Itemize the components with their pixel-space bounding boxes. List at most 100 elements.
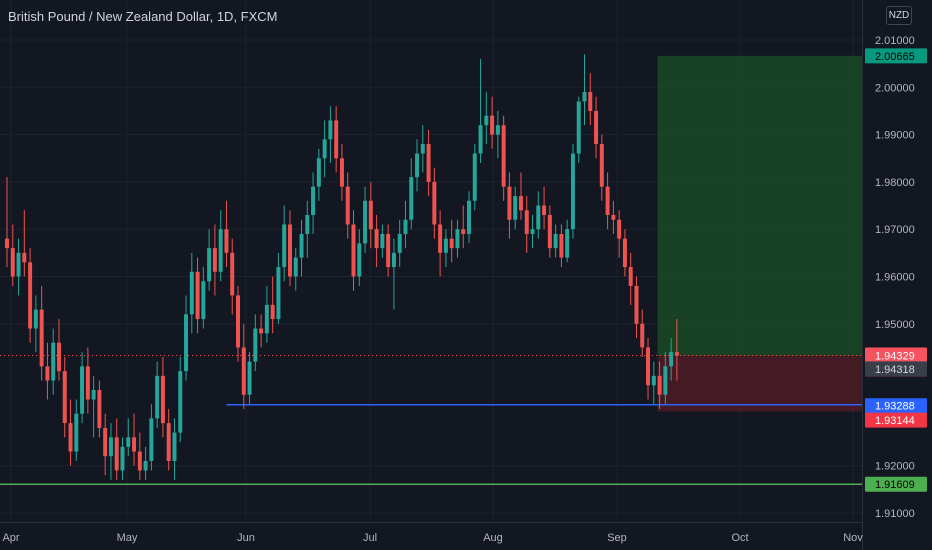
candle-body[interactable] — [582, 92, 587, 102]
candle-body[interactable] — [5, 238, 9, 249]
candle-body[interactable] — [339, 158, 344, 187]
candle-body[interactable] — [588, 92, 593, 111]
candle-body[interactable] — [420, 144, 425, 154]
candle-body[interactable] — [33, 309, 38, 329]
candle-body[interactable] — [16, 252, 21, 277]
candle-body[interactable] — [530, 229, 535, 234]
candle-body[interactable] — [253, 328, 258, 362]
candle-body[interactable] — [403, 219, 408, 234]
candle-body[interactable] — [501, 125, 506, 187]
candle-body[interactable] — [259, 328, 264, 334]
candle-body[interactable] — [103, 427, 108, 457]
candle-body[interactable] — [299, 233, 304, 258]
candle-body[interactable] — [455, 229, 460, 249]
candle-body[interactable] — [490, 115, 495, 135]
candle-body[interactable] — [438, 224, 443, 253]
candle-body[interactable] — [570, 153, 575, 230]
candle-body[interactable] — [449, 238, 454, 249]
candle-body[interactable] — [160, 375, 165, 424]
candle-body[interactable] — [374, 229, 379, 249]
candle-body[interactable] — [345, 186, 350, 225]
candle-body[interactable] — [553, 233, 558, 249]
candle-body[interactable] — [91, 390, 96, 400]
candle-body[interactable] — [484, 115, 489, 126]
candle-body[interactable] — [357, 243, 362, 277]
candle-body[interactable] — [472, 153, 477, 201]
candle-body[interactable] — [467, 200, 471, 234]
candle-body[interactable] — [74, 413, 79, 452]
candle-body[interactable] — [391, 252, 396, 268]
candle-body[interactable] — [334, 120, 339, 159]
candle-body[interactable] — [622, 238, 627, 268]
candle-body[interactable] — [178, 371, 183, 433]
candle-body[interactable] — [559, 233, 564, 258]
candle-body[interactable] — [478, 125, 483, 154]
candle-body[interactable] — [513, 196, 518, 220]
candle-body[interactable] — [149, 418, 154, 461]
candle-body[interactable] — [120, 446, 125, 471]
candle-body[interactable] — [409, 177, 414, 220]
candle-body[interactable] — [311, 186, 316, 216]
candle-body[interactable] — [56, 342, 61, 372]
candle-body[interactable] — [322, 139, 327, 159]
candle-body[interactable] — [137, 451, 142, 471]
candle-body[interactable] — [507, 186, 512, 220]
candle-body[interactable] — [45, 366, 50, 381]
candle-body[interactable] — [368, 200, 373, 230]
candle-body[interactable] — [576, 101, 581, 154]
candle-body[interactable] — [68, 423, 73, 452]
candle-body[interactable] — [536, 205, 541, 230]
stop-loss-zone[interactable] — [657, 356, 862, 412]
candle-body[interactable] — [443, 238, 448, 253]
candle-body[interactable] — [195, 271, 200, 320]
candle-body[interactable] — [426, 144, 431, 182]
candle-body[interactable] — [565, 229, 570, 258]
candle-body[interactable] — [363, 200, 368, 244]
candle-body[interactable] — [628, 267, 633, 286]
candle-body[interactable] — [351, 224, 356, 277]
candle-body[interactable] — [380, 233, 385, 249]
candle-body[interactable] — [172, 432, 177, 461]
candle-body[interactable] — [657, 375, 662, 395]
candle-body[interactable] — [328, 120, 333, 140]
candle-body[interactable] — [640, 323, 645, 348]
candle-body[interactable] — [524, 210, 529, 234]
candle-body[interactable] — [143, 460, 148, 471]
candle-body[interactable] — [669, 352, 674, 367]
candle-body[interactable] — [230, 252, 235, 296]
candle-body[interactable] — [518, 196, 523, 211]
candle-body[interactable] — [397, 233, 402, 253]
candle-body[interactable] — [270, 304, 275, 320]
candle-body[interactable] — [85, 366, 90, 400]
candle-body[interactable] — [674, 352, 679, 356]
candle-body[interactable] — [634, 285, 639, 324]
candle-body[interactable] — [247, 361, 252, 395]
candle-body[interactable] — [432, 181, 437, 225]
currency-button[interactable]: NZD — [886, 6, 912, 25]
candle-body[interactable] — [207, 248, 212, 282]
candle-body[interactable] — [132, 437, 137, 452]
candle-body[interactable] — [126, 437, 131, 447]
candle-body[interactable] — [547, 215, 552, 249]
candle-body[interactable] — [663, 366, 668, 395]
candle-body[interactable] — [461, 229, 466, 234]
candle-body[interactable] — [212, 248, 217, 272]
candle-body[interactable] — [282, 224, 287, 268]
candle-body[interactable] — [62, 371, 67, 424]
candle-body[interactable] — [542, 205, 547, 216]
candle-body[interactable] — [599, 144, 604, 187]
candle-body[interactable] — [305, 215, 310, 234]
take-profit-zone[interactable] — [657, 55, 862, 357]
candle-body[interactable] — [224, 229, 229, 253]
candle-body[interactable] — [316, 158, 321, 187]
candle-body[interactable] — [51, 342, 56, 381]
candle-body[interactable] — [617, 219, 622, 239]
candle-body[interactable] — [495, 125, 500, 135]
candle-body[interactable] — [189, 271, 194, 315]
candle-body[interactable] — [287, 224, 292, 277]
candle-body[interactable] — [39, 309, 44, 367]
candle-body[interactable] — [236, 295, 240, 348]
candle-body[interactable] — [201, 281, 206, 320]
